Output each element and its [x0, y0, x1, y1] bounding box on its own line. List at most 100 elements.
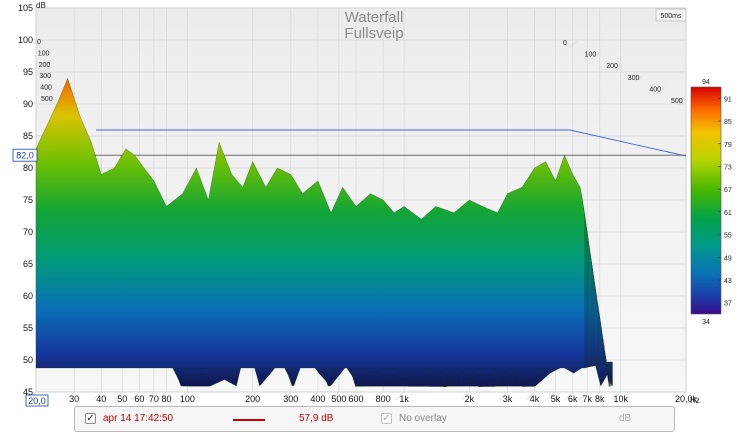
waterfall-slices — [35, 77, 613, 388]
time-grid-line — [613, 63, 622, 71]
colorbar-tick-label: 43 — [724, 278, 732, 285]
time-tick-label-right: 500 — [671, 98, 683, 105]
x-tick-label: 10k — [614, 394, 629, 404]
depth-grid-line — [282, 391, 292, 401]
depth-grid-line — [579, 391, 588, 401]
depth-grid-line — [244, 391, 253, 401]
depth-grid-line — [158, 391, 167, 401]
x-tick-label: 80 — [161, 394, 171, 404]
reference-level-line — [96, 129, 687, 157]
y-tick-label: 75 — [23, 195, 33, 205]
x-tick-label: 5k — [551, 394, 561, 404]
overlay-checkbox[interactable]: ✓ — [381, 413, 392, 424]
x-tick-label: 2k — [465, 394, 475, 404]
x-tick-label: 30 — [69, 394, 79, 404]
x-tick-label: 7k — [582, 394, 592, 404]
x-tick-label: 4k — [530, 394, 540, 404]
depth-grid-line — [547, 391, 556, 401]
colorbar-tick-label: 85 — [724, 119, 732, 126]
depth-grid-line — [330, 391, 340, 401]
reference-lines — [36, 129, 687, 157]
y-tick-label: 65 — [23, 259, 33, 269]
chart-title: Waterfall — [345, 9, 404, 26]
colorbar-ticks: 91 85 79 73 67 61 55 49 43 37 — [718, 96, 732, 308]
y-tick-label: 80 — [23, 163, 33, 173]
y-tick-label: 55 — [23, 323, 33, 333]
time-tick-label-right: 100 — [585, 52, 597, 59]
time-grid-line — [634, 75, 643, 83]
colorbar-tick-label: 79 — [724, 142, 732, 149]
colorbar-tick-label: 67 — [724, 187, 732, 194]
x-tick-label: 60 — [134, 394, 144, 404]
colorbar-min-label: 34 — [702, 319, 710, 326]
depth-grid-line — [309, 391, 319, 401]
depth-grid-line — [65, 391, 75, 401]
y-tick-label: 105 — [18, 3, 33, 13]
measurement-name: apr 14 17:42:50 — [103, 413, 174, 424]
x-tick-label: 50 — [117, 394, 127, 404]
colorbar-max-label: 94 — [702, 79, 710, 86]
waterfall-slice — [35, 77, 585, 369]
depth-grid-line — [499, 391, 508, 401]
depth-grid-line — [114, 391, 123, 401]
cursor-level-label: 82,0 — [16, 151, 34, 161]
time-tick-label-right: 200 — [606, 63, 618, 70]
y-tick-label: 70 — [23, 227, 33, 237]
measurement-checkbox[interactable]: ✓ — [85, 413, 96, 424]
depth-grid-line — [591, 391, 600, 401]
x-tick-label: 20,0k — [675, 394, 698, 404]
x-tick-label: 1k — [399, 394, 409, 404]
depth-grid-line — [179, 391, 188, 401]
x-start-label: 20,0 — [28, 396, 46, 406]
time-tick-label-left: 300 — [39, 73, 51, 80]
overlay-label: No overlay — [399, 413, 447, 424]
depth-grid-line — [395, 391, 405, 401]
depth-grid-line — [145, 391, 155, 401]
colorbar-gradient — [690, 86, 722, 315]
x-tick-label: 70 — [149, 394, 159, 404]
time-window-text: 500ms — [660, 13, 682, 20]
y-tick-label: 95 — [23, 67, 33, 77]
x-tick-label: 200 — [245, 394, 260, 404]
depth-grid-line — [347, 391, 357, 401]
y-tick-label: 90 — [23, 99, 33, 109]
depth-grid-line — [564, 391, 573, 401]
x-start-box — [25, 394, 49, 407]
x-tick-label: 6k — [568, 394, 578, 404]
time-grid-line — [656, 87, 665, 94]
depth-grid-line — [461, 391, 470, 401]
colorbar-tick-label: 49 — [724, 255, 732, 262]
checkmark-icon: ✓ — [382, 413, 391, 424]
x-tick-label: 500 — [331, 394, 346, 404]
colorbar-tick-label: 37 — [724, 301, 732, 308]
y-axis-unit: dB — [36, 1, 46, 10]
colorbar-tick-label: 61 — [724, 210, 732, 217]
y-tick-label: 60 — [23, 291, 33, 301]
x-tick-label: 600 — [349, 394, 364, 404]
time-grid-line — [677, 98, 687, 106]
time-tick-label-left: 400 — [40, 85, 52, 92]
time-tick-label-right: 0 — [563, 40, 567, 47]
x-tick-label: 100 — [180, 394, 195, 404]
x-tick-label: 40 — [96, 394, 106, 404]
time-grid-line — [569, 40, 579, 48]
legend-bar: ✓ apr 14 17:42:50 57,9 dB ✓ No overlay d… — [74, 406, 675, 432]
time-tick-label-left: 500 — [41, 96, 53, 103]
x-tick-label: 400 — [310, 394, 325, 404]
x-axis-unit: Hz — [690, 396, 700, 405]
y-tick-label: 45 — [23, 387, 33, 397]
time-window-label: 500ms — [655, 8, 687, 22]
y-tick-label: 85 — [23, 131, 33, 141]
overlay-unit: dB — [619, 413, 632, 424]
depth-grid-line — [612, 391, 621, 401]
time-tick-label-right: 300 — [628, 75, 640, 82]
depth-grid-line — [374, 391, 384, 401]
time-tick-label-left: 100 — [38, 50, 50, 57]
x-tick-label: 800 — [376, 394, 391, 404]
x-tick-label: 300 — [283, 394, 298, 404]
time-tick-label-right: 400 — [649, 86, 661, 93]
depth-grid-line — [131, 391, 140, 401]
colorbar-tick-label: 55 — [724, 233, 732, 240]
chart-subtitle: Fullsveip — [344, 25, 403, 42]
